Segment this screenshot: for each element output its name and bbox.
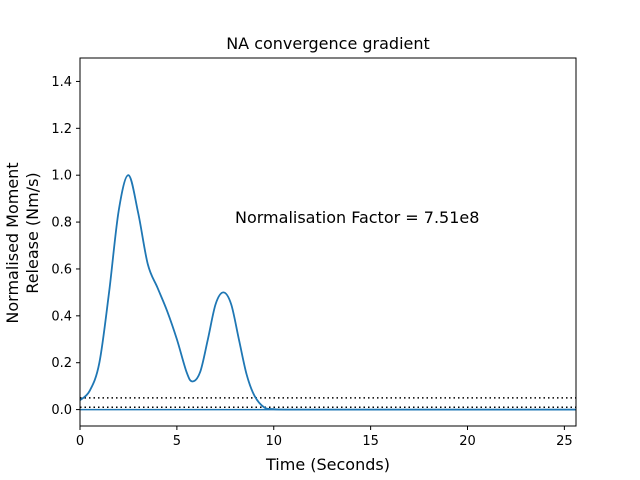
y-axis: 0.0 0.2 0.4 0.6 0.8 1.0 1.2 1.4 (51, 75, 80, 418)
y-tick-label: 0.6 (51, 262, 72, 277)
x-tick-label: 0 (76, 434, 84, 449)
y-tick-label: 0.0 (51, 403, 72, 418)
x-tick-label: 25 (556, 434, 573, 449)
y-tick-label: 1.2 (51, 122, 72, 137)
chart-title: NA convergence gradient (226, 34, 430, 53)
y-tick-label: 0.4 (51, 309, 72, 324)
x-tick-label: 10 (265, 434, 282, 449)
plot-frame (79, 57, 577, 427)
normalisation-factor-annotation: Normalisation Factor = 7.51e8 (235, 208, 479, 227)
x-axis: 0 5 10 15 20 25 (76, 426, 573, 449)
x-tick-label: 15 (362, 434, 379, 449)
series-line-0 (79, 174, 576, 411)
x-tick-label: 5 (173, 434, 181, 449)
plot-area (79, 57, 577, 427)
x-axis-label: Time (Seconds) (265, 455, 390, 474)
y-tick-label: 0.8 (51, 216, 72, 231)
y-tick-label: 1.0 (51, 169, 72, 184)
y-axis-label-line-2: Release (Nm/s) (23, 172, 42, 293)
y-axis-label-line-1: Normalised Moment (3, 162, 22, 323)
y-tick-label: 1.4 (51, 75, 72, 90)
x-tick-label: 20 (459, 434, 476, 449)
y-tick-label: 0.2 (51, 356, 72, 371)
